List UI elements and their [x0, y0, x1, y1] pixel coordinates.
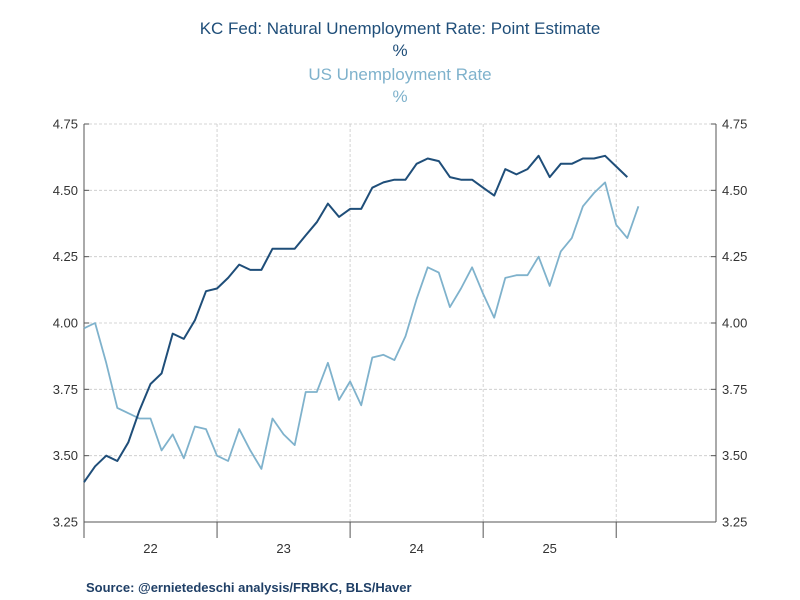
- y-tick-label-left: 4.75: [53, 117, 78, 132]
- y-tick-label-right: 4.75: [722, 117, 747, 132]
- series-line-natural-rate: [83, 154, 628, 483]
- series-line-unemployment-rate: [83, 181, 640, 470]
- x-tick-label: 25: [542, 541, 556, 556]
- chart-title-series2: US Unemployment Rate: [308, 65, 492, 84]
- y-tick-label-right: 3.75: [722, 382, 747, 397]
- y-tick-label-left: 3.50: [53, 448, 78, 463]
- source-note: Source: @ernietedeschi analysis/FRBKC, B…: [86, 580, 412, 595]
- y-tick-label-right: 3.25: [722, 515, 747, 530]
- x-tick-label: 24: [409, 541, 423, 556]
- x-tick-label: 23: [276, 541, 290, 556]
- y-tick-label-right: 4.50: [722, 183, 747, 198]
- chart-unit-series2: %: [392, 87, 408, 106]
- y-tick-label-right: 3.50: [722, 448, 747, 463]
- y-tick-label-right: 4.25: [722, 249, 747, 264]
- chart-title-series1: KC Fed: Natural Unemployment Rate: Point…: [199, 19, 601, 38]
- y-tick-label-left: 3.75: [53, 382, 78, 397]
- y-tick-label-left: 4.50: [53, 183, 78, 198]
- y-tick-label-left: 4.25: [53, 249, 78, 264]
- y-tick-label-left: 3.25: [53, 515, 78, 530]
- y-tick-label-left: 4.00: [53, 316, 78, 331]
- chart-unit-series1: %: [392, 41, 408, 60]
- x-tick-label: 22: [143, 541, 157, 556]
- y-tick-label-right: 4.00: [722, 316, 747, 331]
